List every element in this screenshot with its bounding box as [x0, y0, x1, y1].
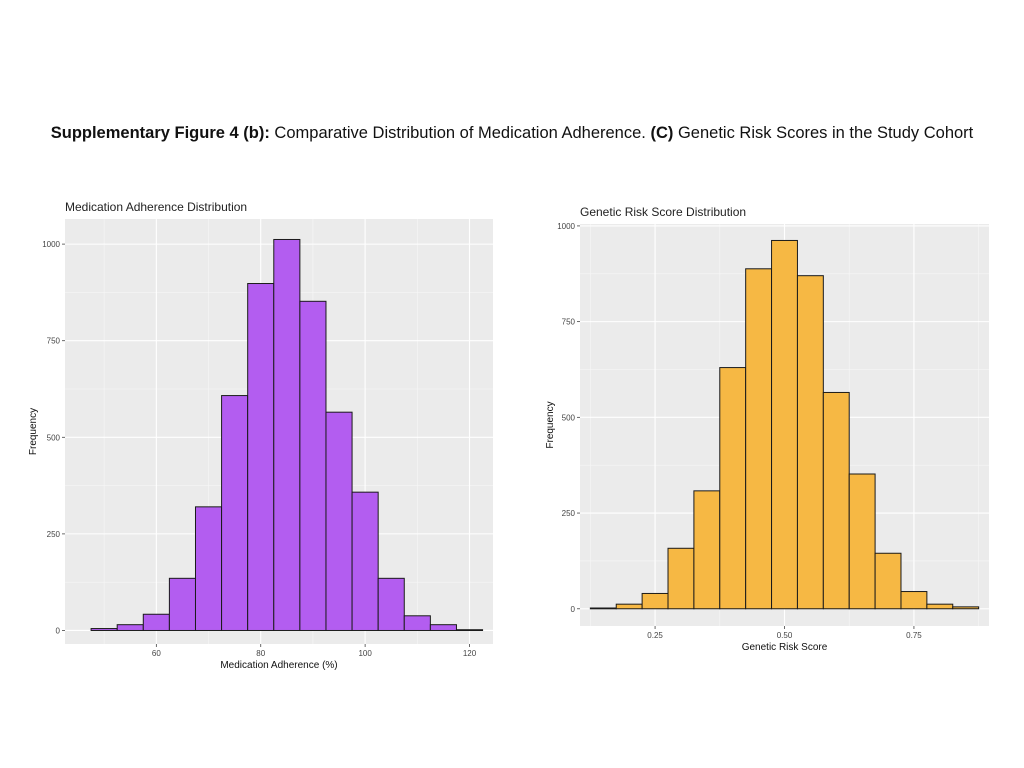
histogram-bar — [429, 624, 457, 631]
histogram-bar — [615, 603, 643, 610]
histogram-bar — [796, 275, 824, 610]
x-axis-label: Genetic Risk Score — [742, 642, 828, 653]
caption-label-c: (C) — [650, 124, 674, 142]
histogram-bar — [719, 367, 747, 610]
y-tick-label: 250 — [47, 530, 61, 539]
chart-title: Genetic Risk Score Distribution — [580, 205, 746, 219]
histogram-bar — [194, 506, 223, 631]
histogram-bar — [771, 239, 798, 610]
histogram-bar — [745, 268, 773, 610]
figure-caption: Supplementary Figure 4 (b): Comparative … — [0, 124, 1024, 143]
caption-text-b: Comparative Distribution of Medication A… — [269, 124, 651, 142]
histogram-bar — [325, 411, 353, 631]
y-tick-label: 500 — [562, 413, 576, 422]
histogram-bar — [952, 606, 980, 610]
histogram-bar — [221, 395, 249, 631]
x-tick-label: 0.25 — [647, 631, 663, 640]
y-tick-label: 0 — [571, 605, 576, 614]
x-tick-label: 80 — [256, 649, 265, 658]
y-tick-label: 1000 — [557, 222, 575, 231]
histogram-bar — [641, 592, 669, 610]
y-axis-ticks: 0 250 500 750 1000 — [42, 240, 65, 635]
histogram-bar — [377, 577, 405, 631]
x-tick-label: 60 — [152, 649, 161, 658]
histogram-bars — [90, 238, 484, 632]
histogram-bar — [168, 577, 196, 631]
y-tick-label: 500 — [47, 433, 61, 442]
y-tick-label: 250 — [562, 509, 576, 518]
y-tick-label: 750 — [562, 318, 576, 327]
histogram-bar — [142, 613, 170, 631]
y-axis-label: Frequency — [545, 401, 556, 448]
histogram-bar — [90, 628, 118, 631]
histogram-bar — [351, 491, 379, 631]
y-axis-ticks: 0 250 500 750 1000 — [557, 222, 580, 614]
histogram-bar — [874, 552, 902, 610]
x-tick-label: 0.50 — [777, 631, 793, 640]
x-tick-label: 120 — [463, 649, 477, 658]
y-tick-label: 0 — [56, 626, 61, 635]
histogram-bar — [900, 591, 928, 610]
y-tick-label: 1000 — [42, 240, 60, 249]
x-tick-label: 100 — [358, 649, 372, 658]
histogram-bar — [247, 283, 275, 631]
y-tick-label: 750 — [47, 337, 61, 346]
chart-title: Medication Adherence Distribution — [65, 200, 247, 214]
caption-text-c: Genetic Risk Scores in the Study Cohort — [673, 124, 974, 142]
histogram-bar — [299, 300, 327, 631]
histogram-bar — [667, 547, 695, 610]
histogram-bars — [589, 239, 980, 610]
histogram-bar — [693, 490, 721, 610]
histogram-bar — [273, 238, 301, 631]
histogram-bar — [822, 391, 850, 610]
histogram-bar — [403, 615, 431, 631]
medication-adherence-chart: Medication Adherence Distribution 0 250 50… — [28, 200, 493, 671]
histogram-bar — [848, 473, 876, 610]
caption-label-b: Supplementary Figure 4 (b): — [50, 124, 270, 142]
genetic-risk-score-chart: Genetic Risk Score Distribution 0 250 500 7… — [545, 205, 989, 653]
histogram-bar — [926, 603, 954, 610]
histogram-bar — [455, 629, 484, 632]
x-tick-label: 0.75 — [906, 631, 922, 640]
x-axis-label: Medication Adherence (%) — [220, 660, 337, 671]
histogram-bar — [589, 607, 617, 610]
x-axis-ticks: 0.25 0.50 0.75 — [647, 626, 922, 640]
x-axis-ticks: 60 80 100 120 — [152, 644, 477, 658]
histogram-bar — [116, 624, 144, 631]
y-axis-label: Frequency — [28, 408, 39, 455]
